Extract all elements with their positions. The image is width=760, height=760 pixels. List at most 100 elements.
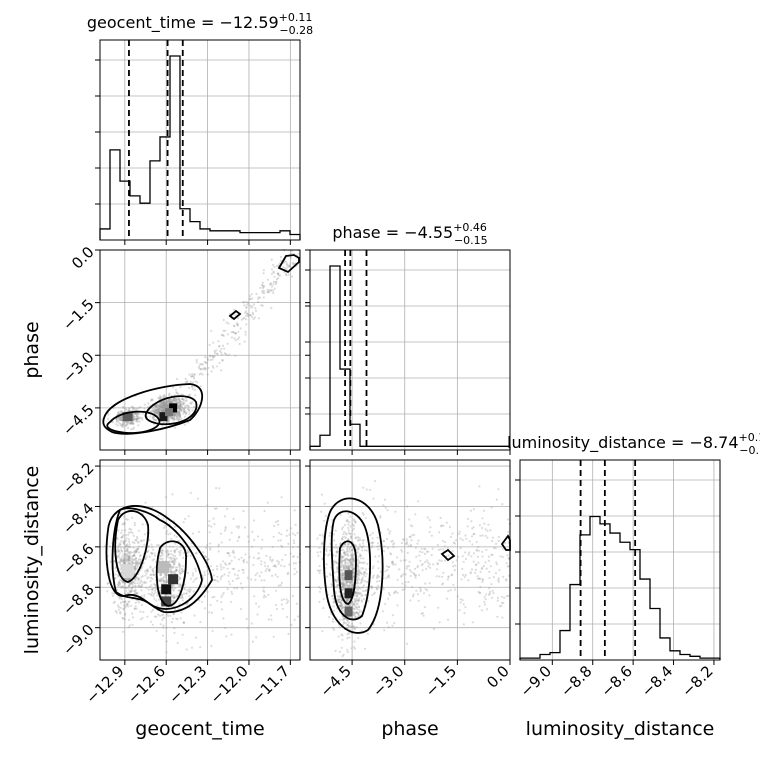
sample-point — [233, 556, 236, 559]
sample-point — [223, 352, 226, 355]
sample-point — [372, 565, 375, 568]
sample-point — [178, 401, 181, 404]
sample-point — [355, 606, 358, 609]
sample-point — [139, 561, 142, 564]
sample-point — [188, 590, 191, 593]
sample-point — [446, 597, 449, 600]
sample-point — [398, 568, 401, 571]
sample-point — [161, 400, 164, 403]
sample-point — [131, 561, 134, 564]
sample-point — [183, 588, 186, 591]
sample-point — [346, 585, 349, 588]
sample-point — [451, 532, 454, 535]
sample-point — [118, 418, 122, 421]
sample-point — [435, 575, 438, 578]
sample-point — [342, 609, 346, 612]
sample-point — [135, 417, 138, 421]
sample-point — [187, 394, 190, 397]
sample-point — [481, 566, 484, 569]
sample-point — [174, 397, 177, 400]
sample-point — [188, 588, 191, 591]
sample-point — [497, 539, 500, 543]
panel-hist-phase — [309, 249, 511, 451]
sample-point — [334, 578, 337, 581]
sample-point — [348, 546, 351, 550]
sample-point — [400, 574, 403, 577]
sample-point — [420, 547, 423, 550]
sample-point — [358, 537, 361, 540]
sample-point — [162, 526, 165, 529]
sample-point — [179, 545, 182, 549]
sample-point — [131, 581, 134, 584]
sample-point — [106, 582, 109, 586]
sample-point — [117, 417, 120, 420]
sample-point — [457, 555, 460, 558]
sample-point — [454, 564, 457, 567]
sample-point — [167, 417, 170, 420]
sample-point — [349, 525, 352, 528]
sample-point — [345, 567, 348, 570]
sample-point — [213, 523, 216, 526]
sample-point — [120, 559, 123, 563]
sample-point — [160, 410, 163, 413]
sample-point — [211, 629, 214, 633]
sample-point — [120, 549, 123, 553]
sample-point — [236, 574, 239, 577]
sample-point — [339, 513, 342, 516]
sample-point — [353, 597, 356, 600]
sample-point — [349, 565, 352, 568]
sample-point — [336, 568, 339, 571]
sample-point — [185, 413, 188, 416]
sample-point — [174, 542, 177, 545]
sample-point — [487, 593, 491, 596]
sample-point — [170, 401, 173, 404]
sample-point — [474, 563, 478, 566]
sample-point — [318, 546, 321, 549]
sample-point — [121, 523, 124, 526]
sample-point — [491, 589, 494, 592]
sample-point — [199, 646, 202, 649]
sample-point — [262, 596, 265, 599]
sample-point — [293, 509, 296, 512]
sample-point — [367, 600, 370, 603]
sample-point — [182, 570, 185, 573]
sample-point — [371, 576, 375, 579]
sample-point — [141, 545, 144, 548]
sample-point — [285, 598, 288, 601]
sample-point — [143, 533, 146, 536]
y-tick-label: −8.4 — [59, 499, 97, 537]
sample-point — [262, 296, 265, 299]
sample-point — [127, 533, 130, 536]
scatter-phase-luminosity_distance — [316, 480, 511, 658]
sample-point — [171, 401, 174, 404]
sample-point — [224, 527, 227, 530]
sample-point — [499, 555, 502, 558]
sample-point — [216, 599, 219, 602]
sample-point — [162, 624, 165, 627]
sample-point — [345, 519, 348, 523]
sample-point — [163, 409, 166, 412]
sample-point — [154, 405, 157, 408]
sample-point — [155, 404, 158, 407]
sample-point — [165, 532, 168, 535]
sample-point — [160, 406, 163, 409]
sample-point — [141, 583, 144, 586]
sample-point — [158, 598, 161, 601]
sample-point — [127, 557, 130, 560]
sample-point — [117, 555, 120, 558]
sample-point — [153, 423, 156, 426]
sample-point — [447, 575, 450, 579]
sample-point — [188, 386, 191, 390]
sample-point — [275, 278, 279, 281]
sample-point — [151, 506, 154, 509]
sample-point — [111, 420, 114, 424]
sample-point — [127, 587, 130, 590]
sample-point — [497, 488, 500, 491]
sample-point — [125, 424, 128, 427]
sample-point — [173, 550, 176, 553]
sample-point — [190, 375, 193, 378]
sample-point — [180, 611, 183, 614]
sample-point — [277, 539, 280, 542]
sample-point — [279, 539, 282, 542]
sample-point — [459, 601, 462, 604]
